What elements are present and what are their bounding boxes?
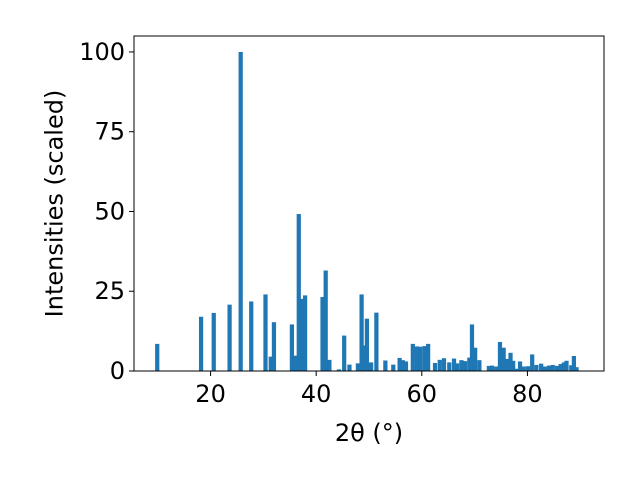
bar-0-15 [323, 270, 328, 371]
bar-0-57 [517, 361, 523, 371]
bar-0-12 [299, 298, 305, 371]
bar-0-11 [296, 214, 301, 371]
bar-0-36 [432, 363, 438, 371]
bar-0-23 [364, 318, 369, 371]
bar-0-63 [542, 366, 547, 371]
bar-0-30 [403, 361, 409, 371]
bar-0-28 [397, 357, 402, 371]
bar-0-7 [268, 356, 273, 371]
bar-0-40 [451, 358, 457, 371]
y-axis-ticks: 0 25 50 75 100 [79, 38, 134, 385]
bar-0-32 [414, 346, 420, 371]
bar-0-67 [558, 363, 563, 371]
bar-0-61 [534, 364, 539, 371]
bar-0-54 [508, 352, 513, 371]
bar-0-56 [514, 368, 519, 371]
x-tick-label-0: 20 [195, 380, 226, 408]
x-tick-label-2: 60 [407, 380, 438, 408]
bar-0-34 [422, 346, 427, 371]
bar-0-58 [521, 366, 526, 371]
bar-0-20 [355, 363, 361, 371]
bar-0-62 [539, 363, 544, 371]
bar-0-27 [391, 364, 396, 371]
bar-0-59 [525, 366, 531, 371]
bar-0-49 [489, 365, 495, 371]
bar-0-71 [571, 356, 577, 371]
bar-0-51 [497, 341, 503, 371]
bars-group [155, 51, 579, 371]
bar-0-35 [426, 343, 431, 371]
bar-0-24 [369, 362, 374, 371]
bar-0-60 [530, 354, 535, 371]
bar-0-70 [569, 365, 574, 371]
bar-0-65 [550, 364, 555, 371]
bar-0-66 [554, 365, 560, 371]
bar-0-45 [469, 324, 475, 371]
x-tick-label-3: 80 [512, 380, 543, 408]
bar-0-44 [467, 357, 472, 371]
bar-0-10 [293, 355, 298, 371]
x-tick-label-1: 40 [301, 380, 332, 408]
bar-0-17 [336, 369, 342, 371]
bar-0-13 [302, 295, 308, 371]
x-axis-ticks: 20 40 60 80 [195, 371, 543, 408]
bar-0-5 [249, 301, 254, 371]
bar-0-53 [504, 358, 509, 371]
y-tick-label-0: 0 [110, 357, 125, 385]
bar-0-68 [561, 362, 566, 371]
bar-0-26 [383, 360, 388, 371]
bar-0-42 [459, 360, 464, 371]
bar-0-52 [501, 347, 506, 371]
bar-0-37 [437, 359, 442, 371]
bar-0-1 [198, 316, 204, 371]
bar-0-38 [441, 358, 447, 371]
bar-0-0 [155, 343, 160, 371]
bar-0-47 [477, 360, 482, 371]
bar-0-19 [347, 364, 352, 371]
plot-frame [133, 35, 605, 372]
bar-0-31 [410, 343, 415, 371]
bar-0-69 [564, 360, 569, 371]
bar-0-46 [473, 347, 478, 371]
bar-0-72 [574, 367, 579, 371]
bar-0-64 [546, 365, 552, 371]
x-axis-label: 2θ (°) [335, 419, 403, 447]
bar-0-2 [211, 312, 216, 371]
bar-0-22 [362, 345, 367, 371]
bar-0-55 [511, 360, 516, 371]
y-tick-label-4: 100 [79, 38, 125, 66]
bar-0-16 [327, 359, 332, 371]
y-axis-label: Intensities (scaled) [40, 90, 68, 318]
bar-0-39 [447, 362, 452, 371]
bar-0-9 [289, 324, 295, 371]
bar-0-43 [463, 361, 468, 371]
bar-0-14 [320, 296, 325, 371]
bar-0-25 [374, 312, 379, 371]
bar-0-8 [271, 322, 277, 371]
bar-0-33 [418, 346, 423, 371]
bar-0-4 [238, 51, 243, 371]
y-tick-label-2: 50 [94, 197, 125, 225]
bar-0-41 [455, 363, 460, 371]
bar-0-48 [486, 365, 491, 371]
y-tick-label-3: 75 [94, 118, 125, 146]
bar-0-6 [263, 294, 268, 371]
bar-0-18 [342, 335, 347, 371]
y-tick-label-1: 25 [94, 277, 125, 305]
bar-0-29 [400, 360, 405, 371]
bar-0-3 [227, 304, 232, 371]
bar-0-50 [494, 366, 499, 371]
bar-0-21 [359, 294, 364, 371]
